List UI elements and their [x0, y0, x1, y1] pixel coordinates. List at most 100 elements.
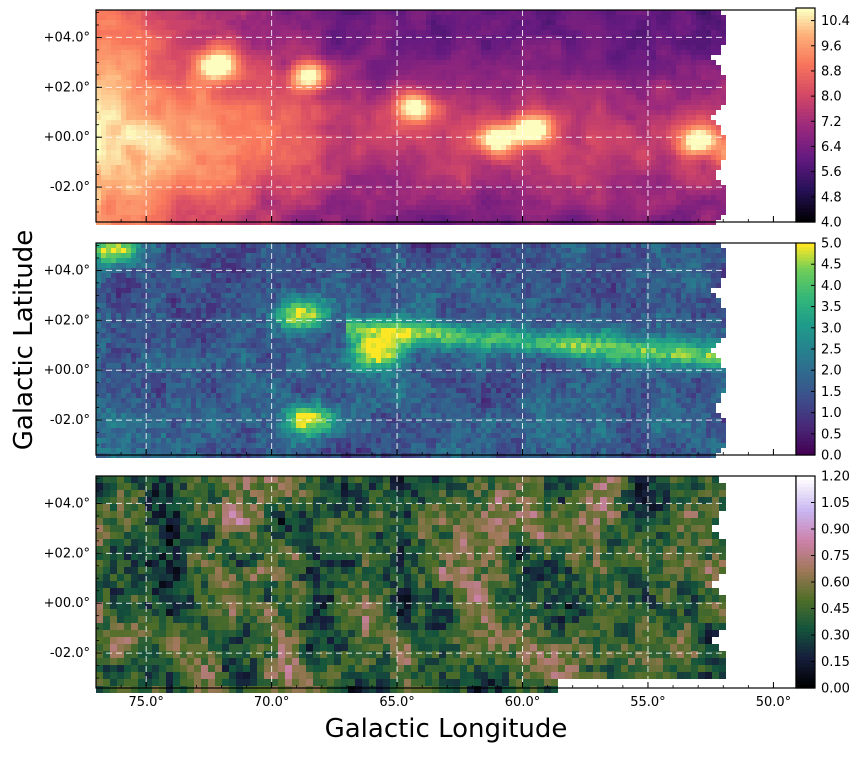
colorbar-segment — [796, 18, 815, 23]
colorbar-tick-label: 0.0 — [821, 449, 842, 464]
colorbar-segment — [796, 394, 815, 400]
bottom-panel-axes: +04.0° +02.0° +00.0° -02.0° 75.0° 70.0° 65.0° 6… — [44, 475, 797, 710]
x-tick-label: 55.0° — [630, 695, 665, 710]
colorbar-segment — [796, 186, 815, 191]
colorbar-segment — [796, 511, 815, 516]
colorbar-segment — [796, 15, 815, 20]
colorbar-tick-label: 1.05 — [821, 496, 850, 511]
colorbar-segment — [796, 29, 815, 34]
colorbar-segment — [796, 104, 815, 109]
colorbar-segment — [796, 292, 815, 297]
x-tick-label: 60.0° — [505, 695, 540, 710]
colorbar-segment — [796, 61, 815, 66]
colorbar-tick-label: 3.0 — [821, 321, 842, 336]
colorbar-segment — [796, 107, 815, 113]
x-tick-label: 65.0° — [379, 695, 414, 710]
colorbar-segment — [796, 359, 815, 364]
colorbar-segment — [796, 334, 815, 339]
colorbar-tick-label: 8.8 — [821, 64, 842, 79]
y-tick-label: -02.0° — [50, 180, 90, 195]
colorbar-segment — [796, 529, 815, 534]
colorbar-segment — [796, 402, 815, 407]
colorbar-segment — [796, 557, 815, 562]
colorbar-segment — [796, 36, 815, 41]
colorbar-segment — [796, 606, 815, 611]
colorbar-tick-label: 4.0 — [821, 216, 842, 231]
colorbar-segment — [796, 483, 815, 488]
colorbar-segment — [796, 317, 815, 322]
colorbar-segment — [796, 111, 815, 116]
colorbar-segment — [796, 68, 815, 73]
colorbar-segment — [796, 200, 815, 205]
colorbar-segment — [796, 122, 815, 127]
colorbar-segment — [796, 479, 815, 484]
colorbar-segment — [796, 118, 815, 123]
colorbar-segment — [796, 264, 815, 269]
colorbar-segment — [796, 278, 815, 283]
colorbar-segment — [796, 147, 815, 152]
middle-panel-image — [96, 243, 726, 458]
colorbar-segment — [796, 419, 815, 424]
colorbar-tick-label: 5.0 — [821, 237, 842, 252]
colorbar-segment — [796, 90, 815, 95]
colorbar-segment — [796, 250, 815, 255]
colorbar-segment — [796, 684, 815, 689]
colorbar-segment — [796, 246, 815, 251]
colorbar-segment — [796, 649, 815, 654]
colorbar-segment — [796, 370, 815, 375]
colorbar-segment — [796, 129, 815, 134]
y-tick-label: +04.0° — [44, 496, 90, 511]
colorbar-segment — [796, 539, 815, 544]
colorbar-segment — [796, 440, 815, 445]
colorbar-segment — [796, 613, 815, 618]
colorbar-segment — [796, 380, 815, 385]
colorbar-frame — [795, 7, 816, 223]
colorbar-segment — [796, 253, 815, 258]
colorbar-segment — [796, 677, 815, 682]
colorbar-segment — [796, 656, 815, 661]
colorbar-segment — [796, 384, 815, 389]
top-panel-colorbar: 4.0 4.8 5.6 6.4 7.2 8.0 8.8 9.6 10.4 — [795, 7, 850, 231]
colorbar-segment — [796, 281, 815, 286]
colorbar-segment — [796, 366, 815, 371]
colorbar-tick-label: 2.0 — [821, 364, 842, 379]
colorbar-tick-label: 10.4 — [821, 14, 850, 29]
colorbar-segment — [796, 306, 815, 311]
colorbar-segment — [796, 54, 815, 59]
colorbar-segment — [796, 182, 815, 187]
colorbar-segment — [796, 433, 815, 438]
colorbar-segment — [796, 447, 815, 453]
colorbar-segment — [796, 243, 815, 248]
colorbar-segment — [796, 341, 815, 347]
colorbar-segment — [796, 645, 815, 650]
colorbar-segment — [796, 75, 815, 80]
colorbar-segment — [796, 175, 815, 180]
colorbar-segment — [796, 476, 815, 481]
colorbar-segment — [796, 189, 815, 195]
colorbar-tick-label: 3.5 — [821, 300, 842, 315]
colorbar-segment — [796, 150, 815, 155]
colorbar-segment — [796, 197, 815, 202]
colorbar-segment — [796, 79, 815, 84]
colorbar-tick-label: 2.5 — [821, 343, 842, 358]
colorbar-segment — [796, 391, 815, 396]
colorbar-segment — [796, 592, 815, 597]
colorbar-segment — [796, 288, 815, 294]
colorbar-segment — [796, 345, 815, 350]
y-tick-label: +02.0° — [44, 80, 90, 95]
colorbar-segment — [796, 553, 815, 558]
y-tick-label: -02.0° — [50, 646, 90, 661]
colorbar-segment — [796, 373, 815, 378]
colorbar-segment — [796, 115, 815, 120]
bottom-panel-colorbar: 0.00 0.15 0.30 0.45 0.60 0.75 0.90 1.05 1.20 — [795, 470, 850, 697]
colorbar-segment — [796, 437, 815, 442]
colorbar-segment — [796, 11, 815, 16]
colorbar-segment — [796, 40, 815, 45]
colorbar-segment — [796, 168, 815, 173]
colorbar-tick-label: 0.90 — [821, 523, 850, 538]
colorbar-tick-label: 0.5 — [821, 427, 842, 442]
colorbar-segment — [796, 532, 815, 537]
colorbar-segment — [796, 525, 815, 530]
colorbar-segment — [796, 260, 815, 265]
colorbar-segment — [796, 680, 815, 686]
